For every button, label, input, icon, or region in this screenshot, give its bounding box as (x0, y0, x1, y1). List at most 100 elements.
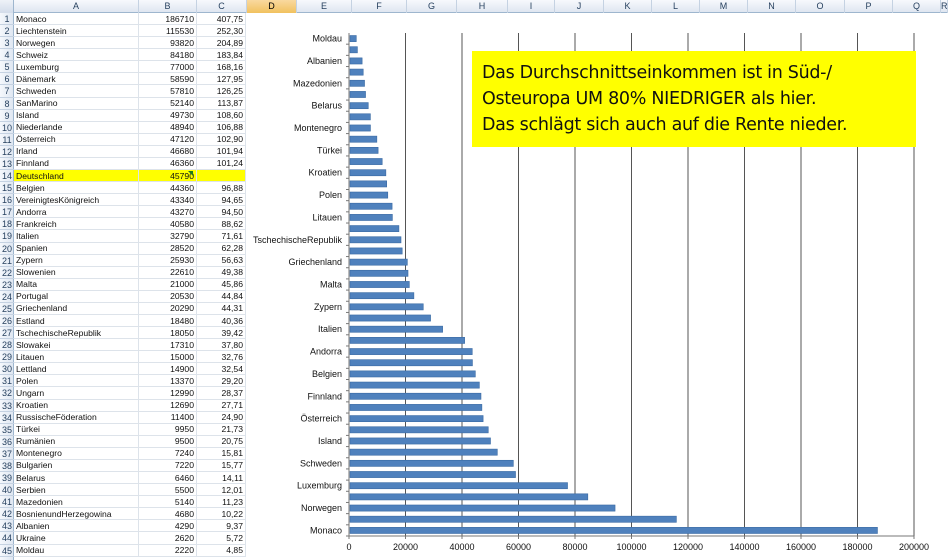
cell-pct[interactable]: 32,76 (197, 351, 246, 363)
row-header-27[interactable]: 27 (0, 328, 14, 340)
cell-pct[interactable]: 183,84 (197, 49, 246, 61)
row-header-3[interactable]: 3 (0, 37, 14, 50)
cell-income[interactable]: 186710 (139, 13, 197, 25)
cell-country[interactable]: Spanien (14, 242, 139, 254)
column-header-q[interactable]: Q (893, 0, 941, 13)
cell-country[interactable]: Polen (14, 375, 139, 387)
row-header-11[interactable]: 11 (0, 134, 14, 146)
row-header-29[interactable]: 29 (0, 352, 14, 364)
row-header-40[interactable]: 40 (0, 485, 14, 497)
cell-pct[interactable]: 28,37 (197, 387, 246, 399)
row-header-12[interactable]: 12 (0, 146, 14, 158)
cell-pct[interactable]: 10,22 (197, 508, 246, 520)
row-header-13[interactable]: 13 (0, 158, 14, 171)
cell-income[interactable]: 21000 (139, 278, 197, 290)
cell-pct[interactable]: 126,25 (197, 85, 246, 97)
row-header-23[interactable]: 23 (0, 279, 14, 291)
cell-income[interactable]: 93820 (139, 37, 197, 49)
cell-country[interactable]: Slowenien (14, 266, 139, 278)
cell-income[interactable]: 46680 (139, 145, 197, 157)
cell-income[interactable]: 58590 (139, 73, 197, 85)
cell-income[interactable]: 44360 (139, 182, 197, 194)
cell-country[interactable]: Schweden (14, 85, 139, 97)
cell-country[interactable]: Litauen (14, 351, 139, 363)
cell-country[interactable]: Luxemburg (14, 61, 139, 73)
cell-country[interactable]: BosnienundHerzegowina (14, 508, 139, 520)
cell-country[interactable]: Moldau (14, 544, 139, 556)
column-header-a[interactable]: A (14, 0, 139, 13)
row-header-7[interactable]: 7 (0, 85, 14, 98)
column-header-n[interactable]: N (748, 0, 796, 13)
cell-country[interactable]: Mazedonien (14, 496, 139, 508)
cell-income[interactable]: 2220 (139, 544, 197, 556)
cell-pct[interactable]: 37,80 (197, 339, 246, 351)
cell-income[interactable]: 9950 (139, 423, 197, 435)
cell-income[interactable]: 11400 (139, 411, 197, 423)
cell-country[interactable]: Estland (14, 315, 139, 327)
cell-income[interactable]: 46360 (139, 157, 197, 170)
cell-country[interactable]: TschechischeRepublik (14, 327, 139, 339)
column-header-j[interactable]: J (555, 0, 604, 13)
cell-income[interactable]: 115530 (139, 25, 197, 37)
cell-country[interactable]: Bulgarien (14, 459, 139, 472)
cell-country[interactable]: Türkei (14, 423, 139, 435)
cell-income[interactable]: 43340 (139, 194, 197, 206)
cell-country[interactable]: Österreich (14, 133, 139, 145)
cell-income[interactable]: 43270 (139, 206, 197, 218)
cell-income[interactable]: 6460 (139, 472, 197, 484)
row-header-30[interactable]: 30 (0, 364, 14, 376)
cell-pct[interactable]: 56,63 (197, 254, 246, 266)
cell-income[interactable]: 7220 (139, 459, 197, 472)
row-header-34[interactable]: 34 (0, 412, 14, 424)
cell-income[interactable]: 12990 (139, 387, 197, 399)
cell-income[interactable]: 14900 (139, 363, 197, 375)
cell-country[interactable]: Niederlande (14, 121, 139, 133)
row-header-19[interactable]: 19 (0, 231, 14, 243)
column-header-h[interactable]: H (457, 0, 508, 13)
cell-country[interactable]: Zypern (14, 254, 139, 266)
cell-pct[interactable]: 62,28 (197, 242, 246, 254)
cell-income[interactable]: 45790 (139, 170, 197, 182)
row-header-5[interactable]: 5 (0, 61, 14, 74)
column-header-l[interactable]: L (652, 0, 700, 13)
column-header-i[interactable]: I (508, 0, 555, 13)
row-header-4[interactable]: 4 (0, 49, 14, 62)
row-header-15[interactable]: 15 (0, 183, 14, 195)
cell-pct[interactable]: 108,60 (197, 109, 246, 121)
column-header-m[interactable]: M (700, 0, 748, 13)
row-header-22[interactable]: 22 (0, 267, 14, 279)
cell-pct[interactable]: 24,90 (197, 411, 246, 423)
column-header-o[interactable]: O (796, 0, 845, 13)
cell-income[interactable]: 20530 (139, 290, 197, 302)
row-header-44[interactable]: 44 (0, 533, 14, 545)
cell-country[interactable]: Irland (14, 145, 139, 157)
cell-pct[interactable]: 94,50 (197, 206, 246, 218)
row-header-43[interactable]: 43 (0, 521, 14, 533)
row-header-33[interactable]: 33 (0, 400, 14, 412)
row-header-20[interactable]: 20 (0, 243, 14, 255)
cell-country[interactable]: Norwegen (14, 37, 139, 49)
cell-income[interactable]: 18050 (139, 327, 197, 339)
row-header-31[interactable]: 31 (0, 376, 14, 388)
row-header-2[interactable]: 2 (0, 25, 14, 38)
column-header-d[interactable]: D (247, 0, 297, 13)
cell-country[interactable]: Andorra (14, 206, 139, 218)
column-header-c[interactable]: C (197, 0, 247, 13)
cell-pct[interactable]: 20,75 (197, 435, 246, 447)
cell-pct[interactable]: 40,36 (197, 315, 246, 327)
select-all-corner[interactable] (0, 0, 14, 13)
column-header-r[interactable]: R (941, 0, 948, 13)
cell-income[interactable]: 17310 (139, 339, 197, 351)
row-header-41[interactable]: 41 (0, 497, 14, 509)
row-header-16[interactable]: 16 (0, 195, 14, 207)
cell-pct[interactable]: 11,23 (197, 496, 246, 508)
cell-pct[interactable]: 94,65 (197, 194, 246, 206)
cell-pct[interactable]: 21,73 (197, 423, 246, 435)
cell-income[interactable]: 47120 (139, 133, 197, 145)
cell-pct[interactable]: 5,72 (197, 532, 246, 544)
cell-pct[interactable]: 14,11 (197, 472, 246, 484)
row-header-37[interactable]: 37 (0, 448, 14, 460)
cell-country[interactable]: Ungarn (14, 387, 139, 399)
cell-income[interactable]: 18480 (139, 315, 197, 327)
cell-income[interactable]: 15000 (139, 351, 197, 363)
